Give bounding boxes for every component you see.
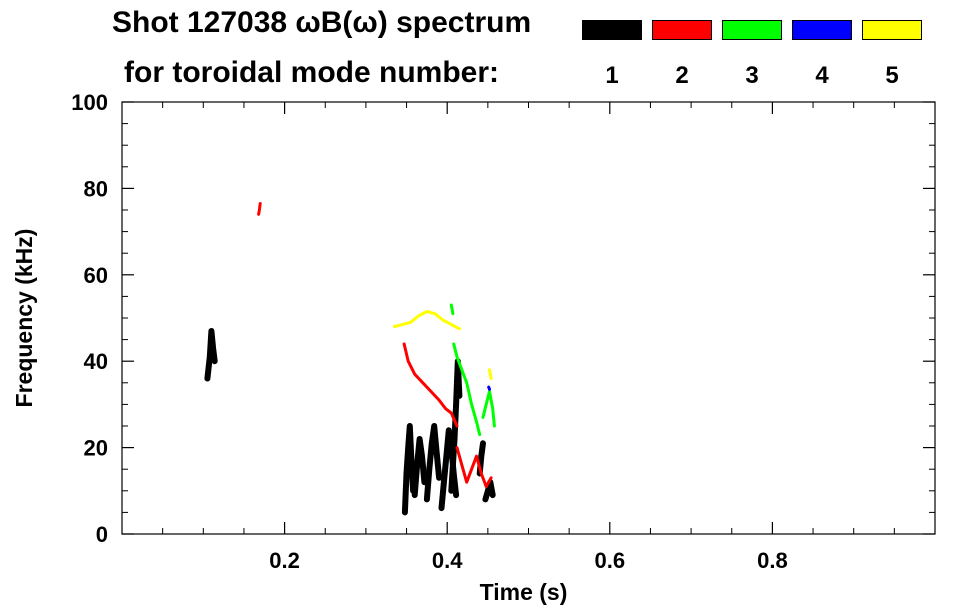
data-trace-mode-4	[487, 385, 491, 391]
y-tick-label: 40	[84, 349, 108, 374]
legend-label: 5	[885, 62, 899, 89]
y-tick-label: 80	[84, 176, 108, 201]
y-axis-label: Frequency (kHz)	[11, 229, 37, 408]
y-tick-label: 100	[71, 90, 108, 115]
data-trace-mode-1	[204, 328, 218, 382]
data-trace-mode-5	[488, 368, 493, 380]
legend-label: 3	[745, 62, 759, 89]
legend-label: 4	[815, 62, 829, 89]
legend-swatch	[722, 20, 782, 40]
data-trace-mode-3	[452, 342, 482, 437]
data-trace-mode-1	[482, 479, 496, 503]
data-trace-mode-2	[455, 446, 493, 488]
data-trace-mode-3	[449, 303, 455, 316]
x-tick-label: 0.8	[757, 548, 788, 573]
legend-swatch	[792, 20, 852, 40]
data-trace-mode-5	[392, 310, 461, 331]
y-tick-label: 60	[84, 263, 108, 288]
data-trace-mode-2	[402, 342, 459, 428]
legend-caption: for toroidal mode number:	[124, 56, 499, 89]
data-trace-mode-3	[481, 389, 496, 428]
data-trace-mode-1	[411, 436, 428, 499]
x-tick-label: 0.2	[269, 548, 300, 573]
legend-label: 1	[605, 62, 619, 89]
data-trace-mode-2	[257, 202, 262, 216]
x-axis-label: Time (s)	[480, 579, 568, 605]
data-trace-mode-1	[401, 423, 417, 516]
legend-swatch	[862, 20, 922, 40]
x-tick-label: 0.6	[595, 548, 626, 573]
data-trace-mode-1	[423, 423, 443, 503]
y-tick-label: 20	[84, 436, 108, 461]
y-tick-label: 0	[96, 522, 108, 547]
plot-frame	[121, 101, 936, 535]
x-tick-label: 0.4	[432, 548, 463, 573]
legend-swatch	[652, 20, 712, 40]
chart-title: Shot 127038 ωB(ω) spectrum	[112, 6, 532, 39]
legend-label: 2	[675, 62, 689, 89]
legend-swatch	[582, 20, 642, 40]
